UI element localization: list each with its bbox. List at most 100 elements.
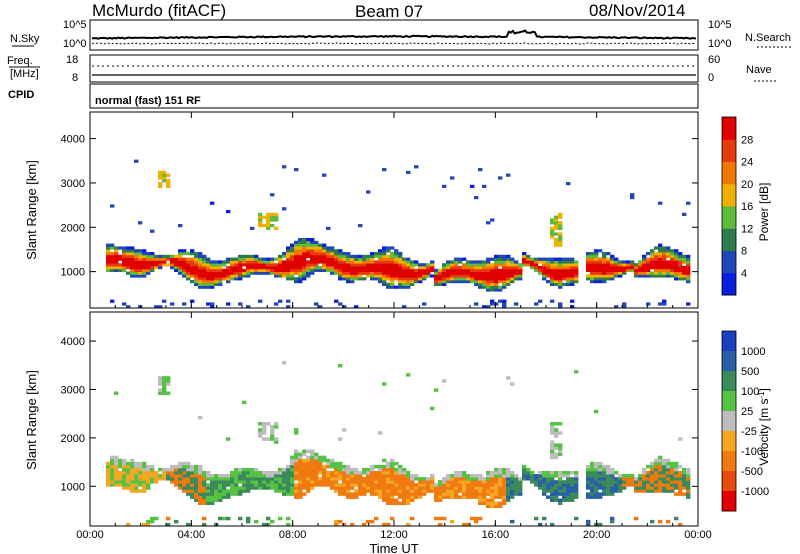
power-cell xyxy=(394,263,399,267)
power-cell xyxy=(554,260,559,264)
velocity-cell xyxy=(510,489,515,493)
power-cell xyxy=(486,277,491,281)
velocity-cell xyxy=(606,467,611,472)
power-cell xyxy=(430,263,435,267)
velocity-cell xyxy=(498,486,503,490)
velocity-cell xyxy=(418,486,423,490)
velocity-cell xyxy=(498,470,503,475)
velocity-cell xyxy=(402,467,407,472)
velocity-cell xyxy=(566,486,571,490)
power-cell xyxy=(346,254,351,258)
velocity-cell xyxy=(354,495,359,499)
power-cell xyxy=(374,268,379,272)
velocity-cell xyxy=(362,483,367,487)
power-cell xyxy=(198,280,203,284)
power-cell xyxy=(570,277,575,281)
velocity-cell xyxy=(226,516,231,521)
velocity-cell xyxy=(378,464,383,469)
power-cell xyxy=(302,249,307,253)
velocity-cell xyxy=(482,495,487,499)
velocity-cell xyxy=(570,489,575,493)
velocity-cell xyxy=(234,467,239,472)
velocity-cell xyxy=(510,483,515,487)
power-cell xyxy=(526,260,531,264)
velocity-cell xyxy=(266,470,271,475)
power-cell xyxy=(490,268,495,272)
power-cell xyxy=(214,274,219,278)
velocity-cell xyxy=(390,461,395,466)
velocity-cell xyxy=(186,474,191,478)
power-cell xyxy=(122,254,127,258)
velocity-cell xyxy=(318,483,323,487)
power-cell xyxy=(674,268,679,272)
power-cell xyxy=(670,260,675,264)
velocity-cell xyxy=(478,486,483,490)
power-cell xyxy=(378,249,383,253)
velocity-cell xyxy=(270,437,275,441)
velocity-cell xyxy=(298,477,303,481)
velocity-cell xyxy=(314,477,319,481)
power-cell xyxy=(666,263,671,267)
velocity-cell xyxy=(686,474,691,478)
velocity-cell xyxy=(150,516,155,521)
velocity-cell xyxy=(214,492,219,496)
power-cell xyxy=(618,266,623,270)
velocity-cell xyxy=(106,480,111,484)
velocity-colorbar-frame xyxy=(721,330,737,512)
velocity-cell xyxy=(218,495,223,499)
power-colorbar-swatch xyxy=(722,272,736,296)
velocity-cell xyxy=(402,489,407,493)
power-cell xyxy=(378,266,383,270)
velocity-cell xyxy=(430,406,435,411)
power-cell xyxy=(130,274,135,278)
power-cell xyxy=(246,305,251,309)
power-cell xyxy=(130,260,135,264)
velocity-cell xyxy=(654,470,659,475)
velocity-cell xyxy=(290,467,295,472)
velocity-cell xyxy=(298,492,303,496)
velocity-cell xyxy=(190,464,195,469)
velocity-cell xyxy=(362,467,367,472)
velocity-cell xyxy=(426,477,431,481)
power-cell xyxy=(298,271,303,275)
velocity-cell xyxy=(366,480,371,484)
power-cell xyxy=(386,266,391,270)
power-cell xyxy=(334,260,339,264)
velocity-cell xyxy=(354,467,359,472)
power-cell xyxy=(474,196,479,200)
velocity-cell xyxy=(406,480,411,484)
velocity-cell xyxy=(682,483,687,487)
power-cell xyxy=(342,271,347,275)
power-cell xyxy=(198,268,203,272)
velocity-cell xyxy=(434,486,439,490)
power-cell xyxy=(626,263,631,267)
velocity-cell xyxy=(310,464,315,469)
velocity-cell xyxy=(574,474,579,478)
velocity-cell xyxy=(546,474,551,478)
power-cell xyxy=(446,280,451,284)
power-cell xyxy=(386,277,391,281)
power-cell xyxy=(238,266,243,270)
power-cell xyxy=(570,260,575,264)
power-cell xyxy=(298,254,303,258)
velocity-cell xyxy=(326,464,331,469)
velocity-cell xyxy=(598,474,603,478)
power-cell xyxy=(394,260,399,264)
velocity-cell xyxy=(246,519,251,524)
power-cell xyxy=(298,280,303,284)
power-cell xyxy=(290,249,295,253)
velocity-cell xyxy=(250,477,255,481)
velocity-cell xyxy=(266,474,271,478)
power-cell xyxy=(654,252,659,256)
power-cell xyxy=(286,252,291,256)
power-cell xyxy=(398,274,403,278)
velocity-cell xyxy=(538,470,543,475)
power-cell xyxy=(262,224,267,228)
power-cell xyxy=(298,257,303,261)
power-cell xyxy=(502,257,507,261)
velocity-cell xyxy=(570,470,575,475)
power-cell xyxy=(282,207,287,211)
velocity-cell xyxy=(330,470,335,475)
power-cell xyxy=(258,268,263,272)
power-cell xyxy=(522,263,527,267)
